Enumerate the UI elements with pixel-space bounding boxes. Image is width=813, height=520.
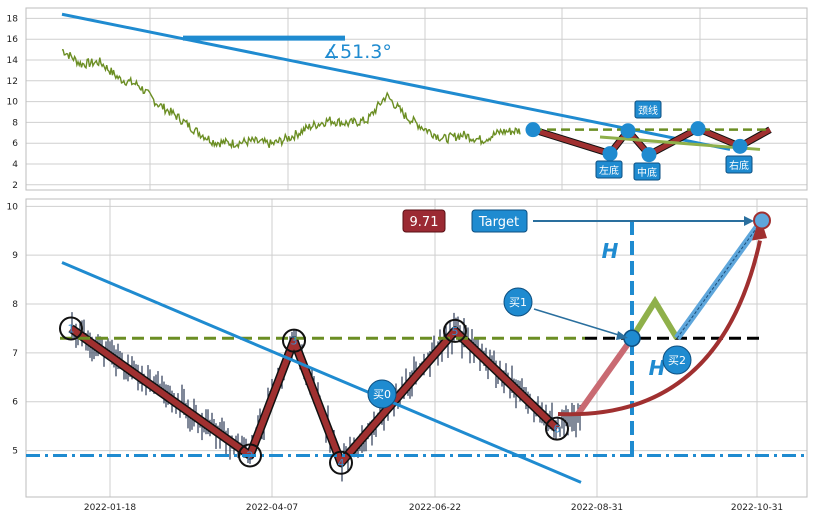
panel2-target-arrowhead — [744, 216, 754, 226]
panel2-xtick-label: 2022-01-18 — [84, 503, 137, 513]
panel2-buy2-circle — [662, 345, 692, 375]
panel2-target-guide — [676, 220, 763, 339]
panel1-frame — [25, 7, 808, 191]
panel1-pattern-node — [602, 146, 618, 162]
panel2-node-label: 1 — [68, 322, 75, 335]
panel1-pattern-node — [690, 121, 706, 137]
panel2-node-label: 4 — [338, 457, 345, 470]
panel2-height-label-top: H — [602, 239, 619, 263]
panel1-label-box — [633, 162, 661, 181]
panel2-target-label: Target — [478, 215, 519, 230]
panel2-pattern-node — [443, 318, 467, 343]
panel1-ytick-label: 2 — [12, 181, 18, 191]
panel2-ytick-label: 5 — [12, 447, 18, 457]
panel1-ytick-label: 18 — [7, 14, 19, 24]
panel2-frame — [25, 198, 808, 498]
panel2-node-label: 3 — [291, 335, 298, 348]
panel2-ytick-label: 6 — [12, 398, 18, 408]
panel2-xtick-label: 2022-08-31 — [571, 503, 623, 513]
panel1-label-box — [725, 155, 753, 174]
panel2-buy1-arrowhead — [616, 331, 628, 340]
panel1-price-line — [61, 49, 521, 150]
panel2-price-label: 9.71 — [410, 215, 439, 230]
panel1-ytick-label: 12 — [7, 77, 18, 87]
panel2-bg — [26, 199, 807, 497]
panel2-ytick-label: 8 — [12, 300, 18, 310]
panel2-xtick-label: 2022-06-22 — [409, 503, 461, 513]
panel1-pattern-node — [525, 122, 541, 138]
panel2-node-label: 2 — [247, 449, 254, 462]
panel2-buy1-label: 买1 — [509, 296, 527, 309]
panel2-pattern-node — [329, 450, 353, 475]
panel2-ytick-label: 7 — [12, 349, 18, 359]
panel1-label-box — [634, 100, 662, 119]
panel2-breakout-segment — [575, 336, 635, 416]
panel1-pattern-node — [620, 123, 636, 139]
panel2-pattern-line — [69, 326, 560, 466]
panel2-xtick-label: 2022-04-07 — [246, 503, 298, 513]
panel2-buy1-arrow — [533, 308, 623, 337]
panel2-buy0-label: 买0 — [373, 388, 391, 401]
panel1-ytick-label: 4 — [12, 160, 18, 170]
panel1-pattern-label: 颈线 — [638, 104, 658, 117]
panel1-angle-label: ∡51.3° — [323, 41, 392, 63]
panel2-pullback-segment — [629, 295, 680, 340]
panel2-target-box — [471, 209, 528, 233]
panel2-target-point — [753, 211, 771, 230]
panel1-label-box — [595, 160, 623, 179]
panel2-buy1-circle — [503, 287, 533, 317]
panel1-ytick-label: 6 — [12, 139, 18, 149]
panel2-price-box — [402, 209, 446, 233]
panel2-ytick-label: 10 — [7, 202, 19, 212]
panel2-pattern-node — [59, 316, 83, 341]
panel1-ytick-label: 8 — [12, 118, 18, 128]
panel1-ytick-label: 10 — [7, 98, 19, 108]
panel1-ytick-label: 14 — [7, 56, 19, 66]
panel1-trend-line — [61, 12, 731, 151]
panel1-pattern-label: 左底 — [599, 164, 619, 177]
panel2-pattern-node — [545, 416, 569, 441]
panel2-node-label: 6 — [554, 423, 561, 436]
panel2-pattern-node — [282, 328, 306, 353]
panel1-pattern-label: 中底 — [637, 166, 657, 179]
panel2-node-label: 5 — [452, 325, 459, 338]
panel2-ytick-label: 9 — [12, 251, 18, 261]
panel2-xtick-label: 2022-10-31 — [731, 503, 783, 513]
panel2-projection-curve — [557, 240, 762, 417]
panel2-trend-line — [61, 261, 582, 484]
panel2-buy0-circle — [367, 379, 397, 409]
panel2-pattern-node — [238, 443, 262, 468]
panel1-bg — [26, 8, 807, 190]
panel1-pattern-node — [641, 147, 657, 163]
panel2-height-label-bottom: H — [649, 356, 666, 380]
panel1-ytick-label: 16 — [7, 35, 19, 45]
panel1-pattern-label: 右底 — [729, 159, 749, 172]
panel2-buy2-label: 买2 — [668, 354, 686, 367]
panel1-pattern-node — [732, 138, 748, 154]
